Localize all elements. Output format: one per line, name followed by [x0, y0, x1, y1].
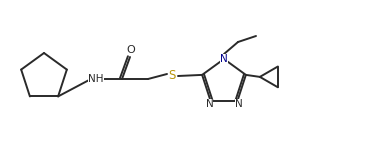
Text: N: N	[220, 54, 228, 64]
Text: S: S	[168, 69, 176, 81]
Text: N: N	[235, 99, 242, 109]
Text: O: O	[127, 45, 135, 55]
Text: NH: NH	[88, 74, 104, 84]
Text: N: N	[206, 99, 213, 109]
